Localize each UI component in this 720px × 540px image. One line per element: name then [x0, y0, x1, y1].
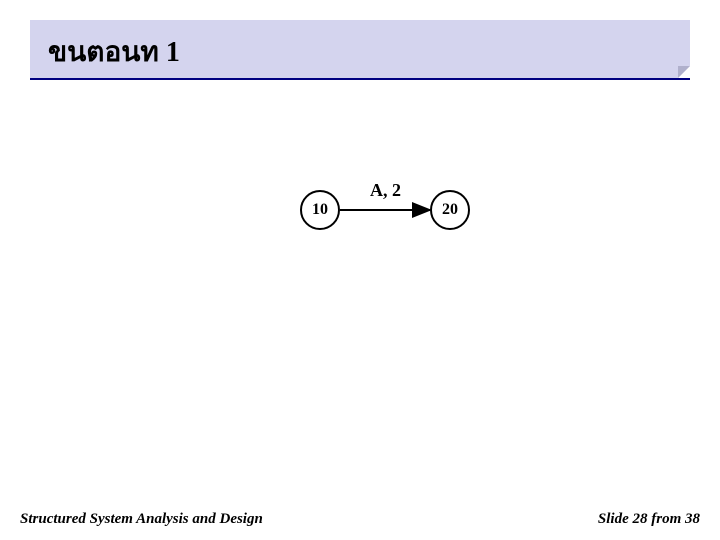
node-label: 10	[312, 201, 328, 219]
footer-left: Structured System Analysis and Design	[20, 511, 263, 528]
slide-title: ขนตอนท 1	[48, 30, 180, 74]
title-bar: ขนตอนท 1	[30, 20, 690, 80]
edge-label: A, 2	[370, 180, 401, 201]
node-20: 20	[430, 190, 470, 230]
footer-right: Slide 28 from 38	[598, 511, 700, 528]
edge-layer	[0, 0, 720, 540]
node-10: 10	[300, 190, 340, 230]
node-label: 20	[442, 201, 458, 219]
